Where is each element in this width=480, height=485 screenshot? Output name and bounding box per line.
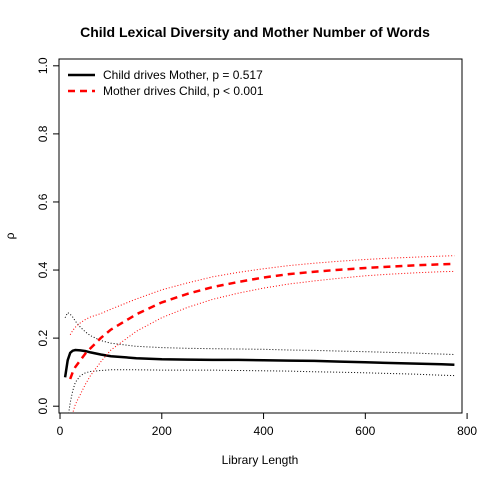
legend-label-1: Child drives Mother, p = 0.517	[103, 68, 263, 82]
series-2-upper-bound	[69, 255, 455, 335]
series-1-mean-line	[63, 348, 455, 378]
y-axis-label: ρ	[3, 232, 17, 239]
x-tick-label: 200	[152, 424, 172, 438]
y-axis: 0.0 0.2 0.4 0.6 0.8 1.0	[36, 57, 59, 415]
x-tick-label: 800	[457, 424, 477, 438]
legend: Child drives Mother, p = 0.517 Mother dri…	[68, 68, 264, 98]
x-tick-label: 600	[355, 424, 375, 438]
series-2-lower-bound	[72, 270, 455, 413]
x-tick-label: 400	[254, 424, 274, 438]
y-tick-label: 0.6	[36, 193, 50, 210]
y-tick-label: 0.0	[36, 398, 50, 415]
y-tick-label: 0.4	[36, 261, 50, 278]
series-1-lower-bound	[68, 369, 455, 413]
y-tick-label: 0.2	[36, 329, 50, 346]
chart-title: Child Lexical Diversity and Mother Numbe…	[80, 24, 430, 40]
x-axis: 0 200 400 600 800	[57, 413, 477, 438]
plot-frame	[58, 58, 463, 414]
legend-label-2: Mother drives Child, p < 0.001	[103, 84, 264, 98]
series-2-mean-line	[69, 262, 455, 380]
x-axis-label: Library Length	[222, 453, 299, 467]
plot-area	[63, 255, 455, 413]
y-tick-label: 0.8	[36, 125, 50, 142]
x-tick-label: 0	[57, 424, 64, 438]
y-tick-label: 1.0	[36, 57, 50, 74]
